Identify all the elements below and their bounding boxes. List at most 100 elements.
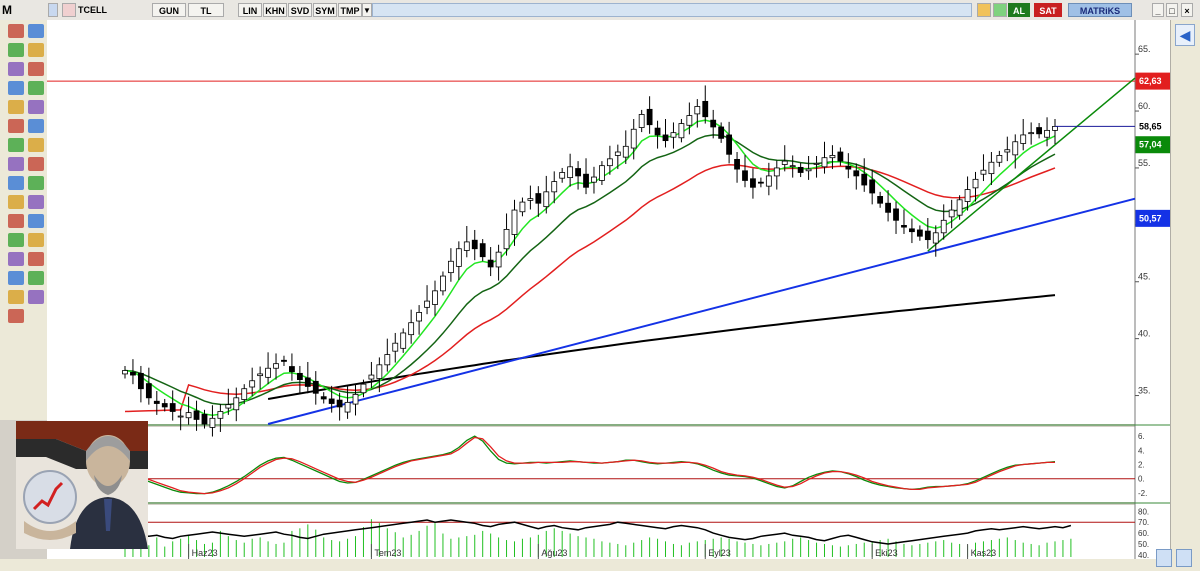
candle-body bbox=[940, 219, 947, 234]
candle-body bbox=[686, 115, 693, 126]
currency-button[interactable]: TL bbox=[188, 3, 224, 17]
candle-body bbox=[829, 155, 836, 159]
sym-button[interactable]: SYM bbox=[313, 3, 337, 17]
candle bbox=[257, 366, 264, 390]
color-icon[interactable] bbox=[8, 100, 24, 114]
buy-button[interactable]: AL bbox=[1008, 3, 1030, 17]
dropdown-icon[interactable]: ▼ bbox=[362, 3, 372, 17]
price-tick-label: 40. bbox=[1138, 329, 1151, 339]
magnify-icon[interactable] bbox=[8, 290, 24, 304]
khn-button[interactable]: KHN bbox=[263, 3, 287, 17]
candle bbox=[527, 185, 534, 210]
close-icon[interactable]: × bbox=[1181, 3, 1193, 17]
ma-short-line bbox=[124, 119, 1056, 417]
candle bbox=[583, 158, 589, 195]
candle bbox=[519, 197, 526, 217]
align-icon[interactable] bbox=[28, 119, 44, 133]
candle bbox=[964, 176, 971, 211]
candle bbox=[289, 353, 295, 381]
candle bbox=[805, 155, 812, 180]
arrow-icon[interactable] bbox=[28, 24, 44, 38]
candle bbox=[241, 384, 248, 405]
ruler-green-icon[interactable] bbox=[28, 214, 44, 228]
grid-icon[interactable] bbox=[8, 214, 24, 228]
scale-button[interactable]: LIN bbox=[238, 3, 262, 17]
candle-body bbox=[495, 251, 502, 268]
candle bbox=[638, 109, 645, 133]
svd-button[interactable]: SVD bbox=[288, 3, 312, 17]
candle-body bbox=[471, 239, 478, 250]
candle-body bbox=[726, 134, 733, 155]
sell-button[interactable]: SAT bbox=[1034, 3, 1062, 17]
candle bbox=[980, 154, 987, 182]
refresh-icon[interactable] bbox=[977, 3, 991, 17]
candle bbox=[909, 218, 915, 244]
macd-tick-label: 2. bbox=[1138, 461, 1145, 470]
chart-canvas[interactable]: 35. 40. 45. 50. 55. 60. 65. 62,63 58,65 57,04 50,5… bbox=[0, 20, 1170, 559]
edit-icon[interactable] bbox=[28, 43, 44, 57]
price-tag-box bbox=[1135, 117, 1170, 135]
help-icon[interactable] bbox=[8, 309, 24, 323]
fibonacci-icon[interactable] bbox=[8, 62, 24, 76]
candle-body bbox=[1052, 126, 1058, 131]
zoom-icon[interactable] bbox=[8, 195, 24, 209]
symbol-clear-icon[interactable] bbox=[62, 3, 76, 17]
scroll-right-icon[interactable] bbox=[1176, 549, 1192, 567]
candle bbox=[455, 241, 462, 281]
candle-body bbox=[1044, 129, 1050, 138]
candle bbox=[614, 144, 621, 170]
candle-body bbox=[909, 228, 915, 233]
candle-body bbox=[710, 119, 717, 128]
left-arrow-icon[interactable] bbox=[8, 233, 24, 247]
symbol-list-icon[interactable] bbox=[48, 3, 58, 17]
bar-icon[interactable] bbox=[28, 176, 44, 190]
candle-body bbox=[980, 169, 987, 175]
link-icon[interactable] bbox=[8, 252, 24, 266]
candle-body bbox=[988, 161, 995, 175]
back-arrow-icon[interactable]: ◀ bbox=[1175, 24, 1195, 46]
candle-body bbox=[201, 413, 208, 425]
close-icon[interactable] bbox=[28, 233, 44, 247]
macd-series-line bbox=[124, 436, 1055, 495]
candle-body bbox=[638, 114, 645, 128]
line-icon[interactable] bbox=[8, 43, 24, 57]
bell-icon[interactable] bbox=[8, 138, 24, 152]
vision-icon[interactable] bbox=[28, 157, 44, 171]
period-button[interactable]: GUN bbox=[152, 3, 186, 17]
cut-icon[interactable] bbox=[8, 157, 24, 171]
sync-icon[interactable] bbox=[1156, 549, 1172, 567]
link-icon[interactable] bbox=[993, 3, 1007, 17]
brush-icon[interactable] bbox=[8, 81, 24, 95]
cross-icon[interactable] bbox=[28, 62, 44, 76]
price-tag-label: 57,04 bbox=[1139, 140, 1162, 150]
macd-plot-area bbox=[47, 427, 1135, 502]
candle bbox=[765, 162, 772, 196]
note-icon[interactable] bbox=[8, 119, 24, 133]
menu-m-icon[interactable]: M bbox=[2, 3, 12, 17]
pencil-icon[interactable] bbox=[8, 24, 24, 38]
erase-icon[interactable] bbox=[28, 195, 44, 209]
candle bbox=[916, 225, 923, 241]
up-arrow-icon[interactable] bbox=[28, 252, 44, 266]
box-icon[interactable] bbox=[8, 271, 24, 285]
candle bbox=[757, 177, 764, 188]
symbol-field[interactable]: TCELL bbox=[78, 5, 107, 15]
swap-icon[interactable] bbox=[28, 100, 44, 114]
search-icon[interactable] bbox=[28, 290, 44, 304]
maximize-icon[interactable]: □ bbox=[1166, 3, 1178, 17]
move-icon[interactable] bbox=[8, 176, 24, 190]
candle bbox=[821, 141, 828, 174]
tmp-button[interactable]: TMP bbox=[338, 3, 362, 17]
minimize-icon[interactable]: _ bbox=[1152, 3, 1164, 17]
down-arrow-icon[interactable] bbox=[28, 271, 44, 285]
candle-body bbox=[614, 151, 621, 156]
candle bbox=[924, 218, 931, 249]
candle bbox=[1044, 117, 1050, 147]
add-icon[interactable] bbox=[28, 138, 44, 152]
x-tick-label: Ağu23 bbox=[541, 548, 567, 558]
candle-body bbox=[177, 415, 184, 418]
candle bbox=[606, 145, 613, 175]
ruler-icon[interactable] bbox=[28, 81, 44, 95]
candle bbox=[225, 388, 232, 415]
